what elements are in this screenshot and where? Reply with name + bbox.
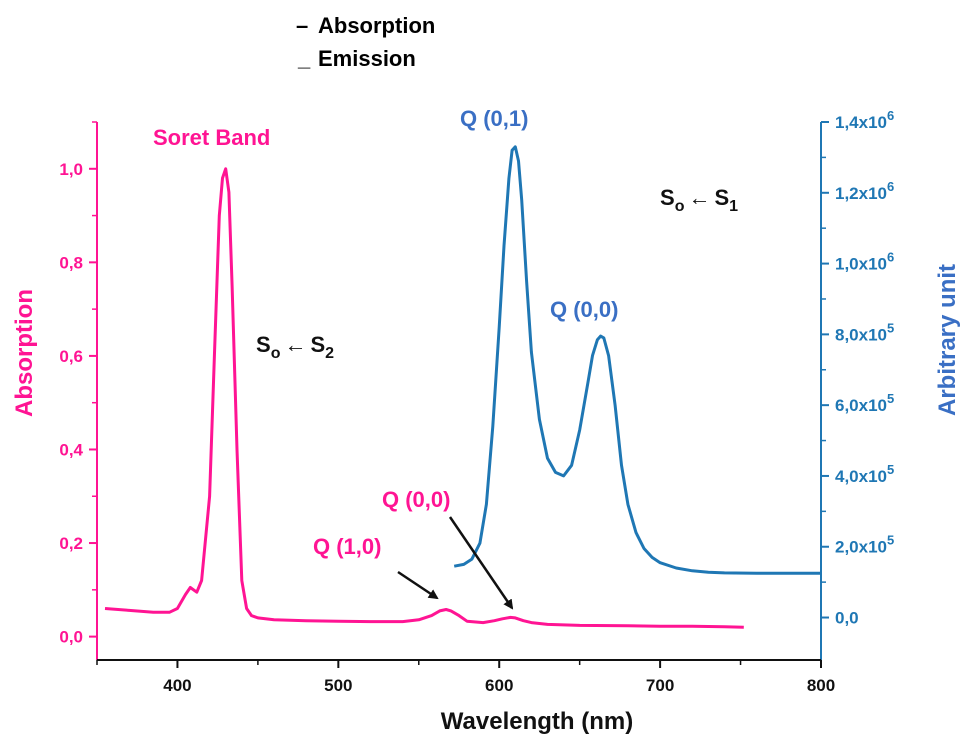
x-tick-label: 700 (646, 676, 674, 695)
legend-marker-absorption: – (296, 13, 308, 38)
state-label-s0-s2: So ← S2 (256, 332, 334, 362)
right-y-axis-title: Arbitrary unit (934, 264, 961, 416)
legend: – Absorption _ Emission (296, 13, 435, 71)
right-y-tick-label: 4,0x105 (835, 462, 894, 486)
annotation-q00-absorption: Q (0,0) (382, 487, 450, 512)
left-y-tick-label: 0,8 (59, 253, 83, 272)
left-y-tick-label: 0,4 (59, 440, 83, 459)
arrow-to-q00 (448, 516, 514, 610)
right-y-tick-label: 1,4x106 (835, 108, 894, 132)
state-label-s0-s1: So ← S1 (660, 185, 738, 215)
series-absorption-line (104, 167, 744, 629)
x-tick-label: 600 (485, 676, 513, 695)
left-y-axis-title: Absorption (11, 289, 38, 417)
x-ticks: 400 500 600 700 800 (96, 660, 835, 695)
axes (96, 122, 822, 661)
left-y-ticks: 0,0 0,2 0,4 0,6 0,8 1,0 (59, 121, 97, 647)
left-y-tick-label: 1,0 (59, 160, 83, 179)
right-y-tick-label: 1,2x106 (835, 179, 894, 203)
legend-label-emission: Emission (318, 46, 416, 71)
right-y-tick-label: 1,0x106 (835, 250, 894, 274)
x-tick-label: 800 (807, 676, 835, 695)
x-axis-title: Wavelength (nm) (441, 708, 633, 735)
annotation-q00-emission: Q (0,0) (550, 297, 618, 322)
annotation-q01-emission: Q (0,1) (460, 106, 528, 131)
left-y-tick-label: 0,2 (59, 534, 83, 553)
right-y-tick-label: 2,0x105 (835, 533, 894, 557)
right-y-tick-label: 0,0 (835, 609, 859, 628)
svg-text:So←S2: So ← S2 (256, 332, 334, 362)
legend-marker-emission: _ (297, 46, 311, 71)
svg-text:So←S1: So ← S1 (660, 185, 738, 215)
left-y-tick-label: 0,6 (59, 347, 83, 366)
right-y-ticks: 0,0 2,0x105 4,0x105 6,0x105 8,0x105 1,0x106 1,… (821, 108, 894, 628)
right-y-tick-label: 8,0x105 (835, 320, 894, 344)
legend-label-absorption: Absorption (318, 13, 435, 38)
x-tick-label: 400 (163, 676, 191, 695)
right-y-tick-label: 6,0x105 (835, 391, 894, 415)
x-tick-label: 500 (324, 676, 352, 695)
series-emission-line (453, 145, 821, 575)
left-y-tick-label: 0,0 (59, 628, 83, 647)
annotation-soret-band: Soret Band (153, 125, 270, 150)
annotation-q10-absorption: Q (1,0) (313, 534, 381, 559)
arrow-to-q10 (397, 570, 439, 600)
